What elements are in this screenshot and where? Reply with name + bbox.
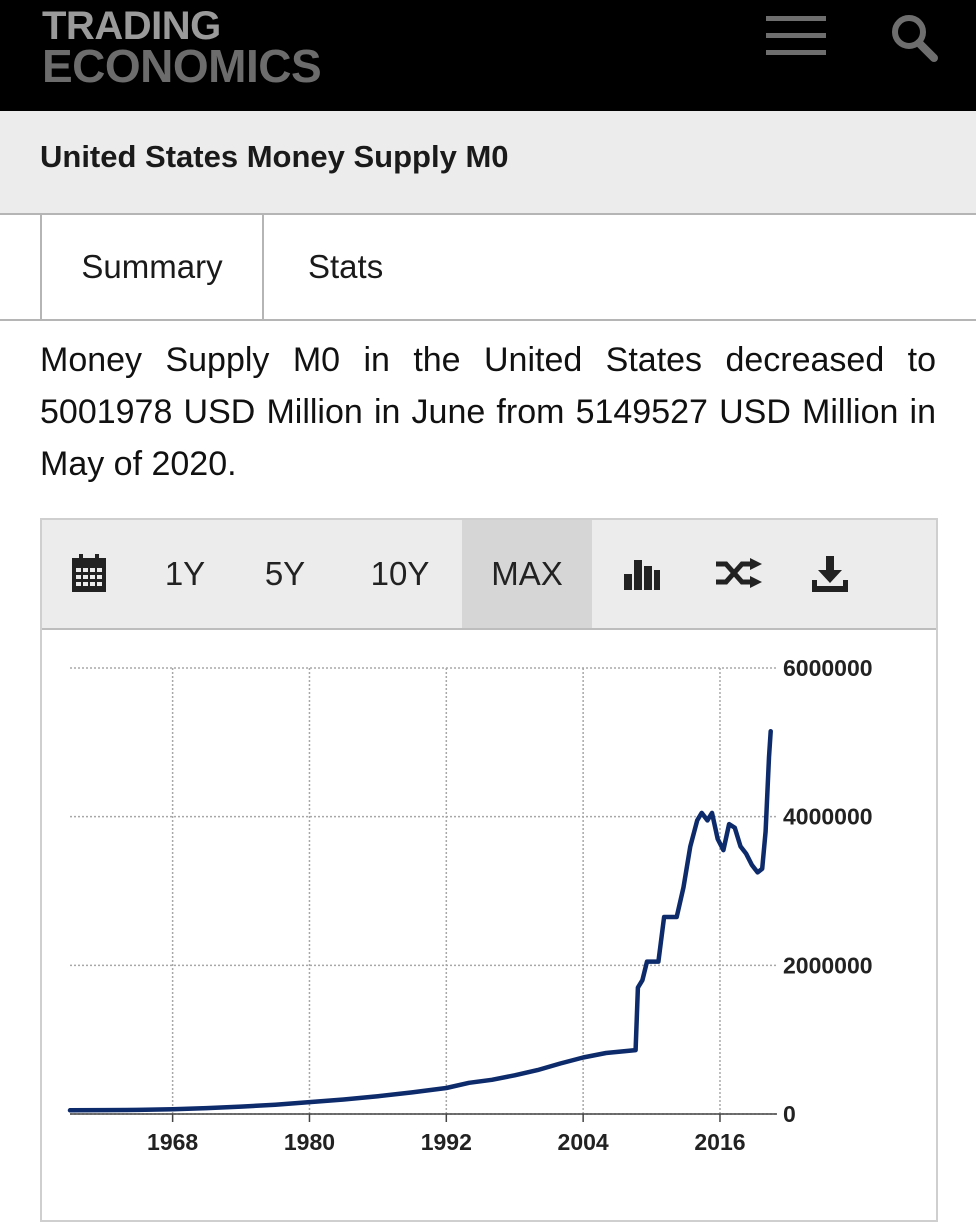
- chart-toolbar: 1Y 5Y 10Y MAX: [42, 520, 936, 630]
- bar-chart-icon[interactable]: [624, 556, 660, 595]
- x-tick-label: 2016: [694, 1129, 745, 1155]
- search-icon[interactable]: [888, 12, 940, 64]
- page-title: United States Money Supply M0: [40, 139, 509, 174]
- y-tick-label: 0: [783, 1101, 796, 1127]
- money-supply-series-line[interactable]: [67, 728, 773, 1113]
- logo-line-1: TRADING: [42, 4, 221, 48]
- range-1y-button[interactable]: 1Y: [164, 555, 206, 592]
- hamburger-menu-icon[interactable]: [766, 16, 826, 56]
- tab-summary[interactable]: Summary: [40, 215, 264, 319]
- range-5y-button[interactable]: 5Y: [264, 555, 306, 592]
- x-tick-label: 1980: [284, 1129, 335, 1155]
- logo-line-2: ECONOMICS: [42, 39, 322, 92]
- download-icon[interactable]: [812, 556, 848, 597]
- x-tick-label: 1992: [421, 1129, 472, 1155]
- trading-economics-logo[interactable]: TRADING ECONOMICS: [42, 4, 322, 92]
- y-tick-label: 4000000: [783, 804, 873, 830]
- tab-bar: Summary Stats: [0, 215, 976, 321]
- range-10y-button[interactable]: 10Y: [370, 555, 430, 592]
- title-bar: United States Money Supply M0: [0, 111, 976, 215]
- y-tick-label: 2000000: [783, 952, 873, 978]
- shuffle-icon[interactable]: [716, 558, 762, 593]
- chart-container: 0 2000000 4000000 6000000 1968 1980 1992 2004 20…: [40, 518, 938, 1222]
- x-tick-label: 2004: [558, 1129, 609, 1155]
- x-tick-label: 1968: [147, 1129, 198, 1155]
- summary-description: Money Supply M0 in the United States dec…: [40, 341, 936, 483]
- tab-stats[interactable]: Stats: [308, 248, 384, 285]
- range-max-button[interactable]: MAX: [462, 520, 592, 628]
- y-tick-label: 6000000: [783, 655, 873, 681]
- calendar-icon[interactable]: [72, 554, 106, 597]
- top-bar: TRADING ECONOMICS: [0, 0, 976, 111]
- money-supply-chart[interactable]: 0 2000000 4000000 6000000 1968 1980 1992 2004 20…: [42, 520, 936, 1220]
